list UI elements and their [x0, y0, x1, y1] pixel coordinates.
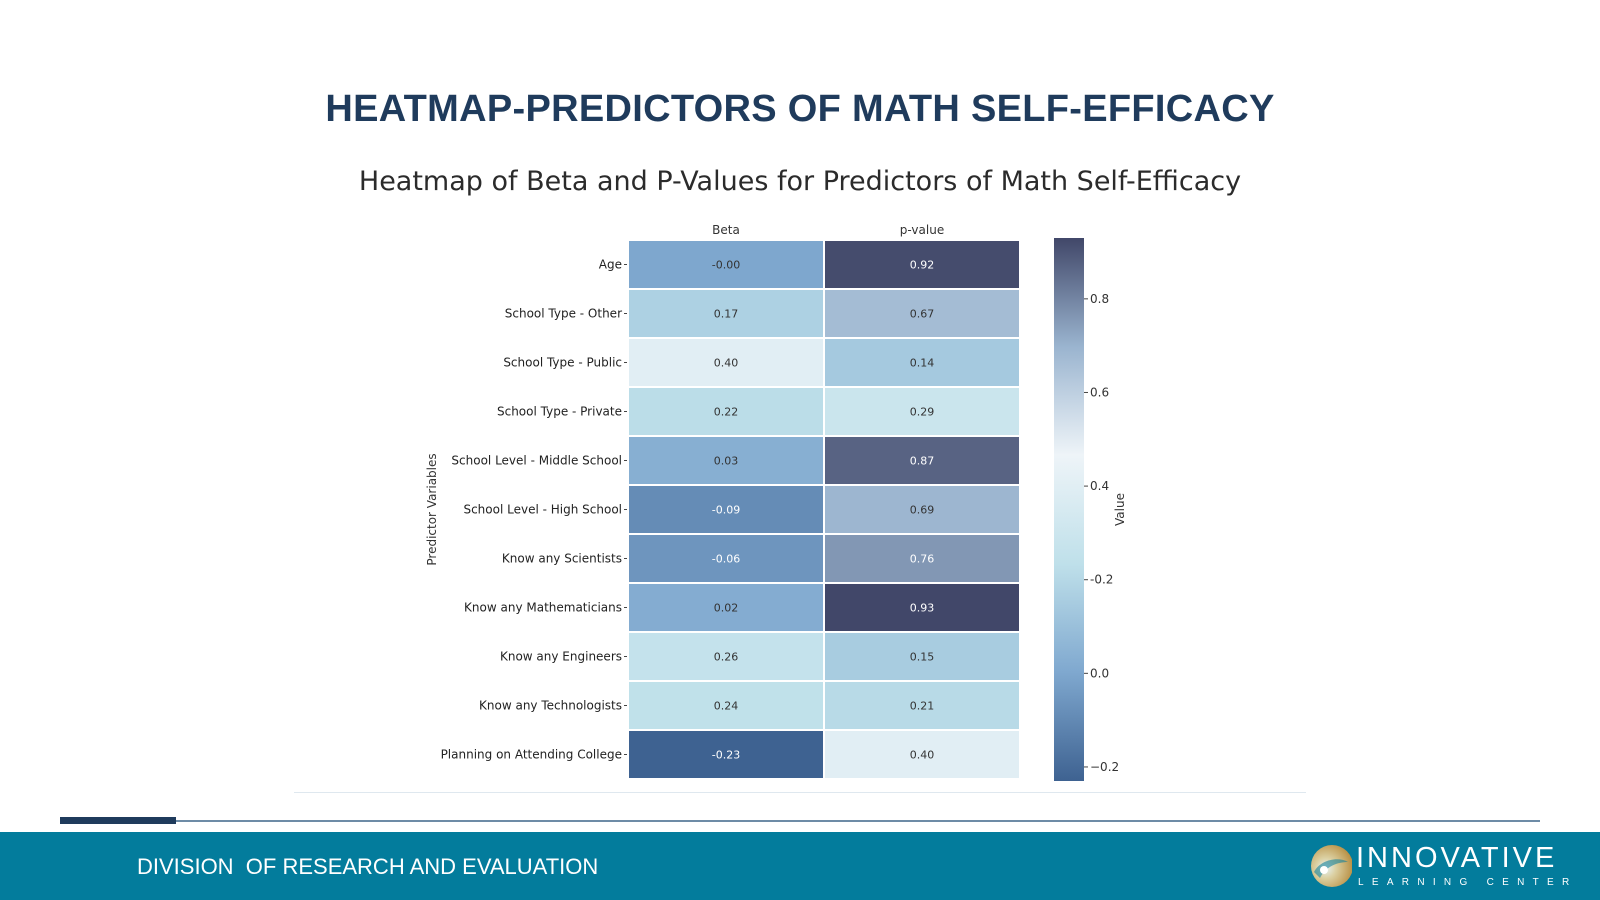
row-label: Know any Technologists	[479, 699, 622, 713]
heatmap-cell	[825, 682, 1019, 729]
colorbar-tick-label: 0.4	[1090, 479, 1109, 493]
row-label: Know any Mathematicians	[464, 601, 622, 615]
colorbar-tick-label: −0.2	[1090, 760, 1119, 774]
logo-subtitle: LEARNING CENTER	[1358, 877, 1578, 888]
row-label: School Type - Private	[497, 405, 622, 419]
heatmap-cell	[825, 290, 1019, 337]
cell-value-label: 0.02	[714, 602, 739, 615]
heatmap-svg: Beta p-value Age -0.00 0.92 School Type - Oth…	[425, 223, 1127, 781]
heatmap-cell	[629, 290, 823, 337]
row-label: Know any Scientists	[502, 552, 622, 566]
cell-value-label: -0.23	[712, 749, 740, 762]
cell-value-label: 0.24	[714, 700, 739, 713]
row-label: School Type - Other	[505, 307, 622, 321]
row-label: School Type - Public	[503, 356, 622, 370]
cell-value-label: 0.21	[910, 700, 935, 713]
colorbar-tick-label: 0.0	[1090, 666, 1109, 680]
colorbar-label: Value	[1113, 493, 1127, 526]
cell-value-label: 0.22	[714, 406, 739, 419]
heatmap-cell	[629, 731, 823, 778]
heatmap-cell	[825, 731, 1019, 778]
footer-divider	[176, 820, 1540, 822]
cell-value-label: 0.67	[910, 308, 935, 321]
logo-word: INNOVATIVE	[1356, 842, 1558, 874]
row-label: Know any Engineers	[500, 650, 622, 664]
slide-title: HEATMAP-PREDICTORS OF MATH SELF-EFFICACY	[325, 88, 1275, 130]
column-header: Beta	[712, 223, 740, 237]
heatmap-cell	[629, 486, 823, 533]
cell-value-label: 0.17	[714, 308, 739, 321]
cell-value-label: 0.29	[910, 406, 935, 419]
cell-value-label: 0.03	[714, 455, 739, 468]
heatmap-cell	[825, 241, 1019, 288]
cell-value-label: 0.69	[910, 504, 935, 517]
heatmap-cell	[629, 584, 823, 631]
cell-value-label: 0.76	[910, 553, 935, 566]
colorbar-tick-label: 0.8	[1090, 292, 1109, 306]
heatmap-cell	[629, 682, 823, 729]
heatmap-cell	[825, 437, 1019, 484]
y-axis-label: Predictor Variables	[425, 453, 439, 565]
cell-value-label: -0.09	[712, 504, 740, 517]
cell-value-label: 0.93	[910, 602, 935, 615]
heatmap-figure: Heatmap of Beta and P-Values for Predict…	[294, 148, 1306, 796]
colorbar-tick-label: 0.6	[1090, 385, 1109, 399]
heatmap-cell	[825, 339, 1019, 386]
cell-value-label: 0.92	[910, 259, 935, 272]
heatmap-cell	[825, 535, 1019, 582]
cell-value-label: 0.26	[714, 651, 739, 664]
cell-value-label: 0.40	[910, 749, 935, 762]
accent-bar	[60, 817, 176, 824]
heatmap-cell	[825, 584, 1019, 631]
cell-value-label: 0.40	[714, 357, 739, 370]
heatmap-cell	[825, 633, 1019, 680]
heatmap-cell	[629, 437, 823, 484]
content-divider	[294, 792, 1306, 793]
heatmap-cell	[629, 339, 823, 386]
cell-value-label: 0.15	[910, 651, 935, 664]
cell-value-label: 0.87	[910, 455, 935, 468]
heatmap-cell	[629, 535, 823, 582]
division-label: DIVISION OF RESEARCH AND EVALUATION	[137, 854, 599, 879]
heatmap-cell	[825, 486, 1019, 533]
logo: INNOVATIVE LEARNING CENTER	[1310, 842, 1590, 892]
heatmap-cell	[629, 633, 823, 680]
row-label: Age	[599, 258, 622, 272]
row-label: Planning on Attending College	[441, 748, 622, 762]
column-header: p-value	[900, 223, 944, 237]
heatmap-cell	[629, 388, 823, 435]
logo-swirl-icon	[1311, 845, 1352, 887]
cell-value-label: -0.06	[712, 553, 740, 566]
colorbar-tick-label: -0.2	[1090, 573, 1113, 587]
footer-band: DIVISION OF RESEARCH AND EVALUATION INNO…	[0, 832, 1600, 900]
colorbar	[1054, 238, 1084, 781]
heatmap-cell	[825, 388, 1019, 435]
cell-value-label: 0.14	[910, 357, 935, 370]
row-label: School Level - High School	[463, 503, 622, 517]
row-label: School Level - Middle School	[451, 454, 622, 468]
cell-value-label: -0.00	[712, 259, 740, 272]
heatmap-cell	[629, 241, 823, 288]
chart-title: Heatmap of Beta and P-Values for Predict…	[358, 166, 1242, 197]
